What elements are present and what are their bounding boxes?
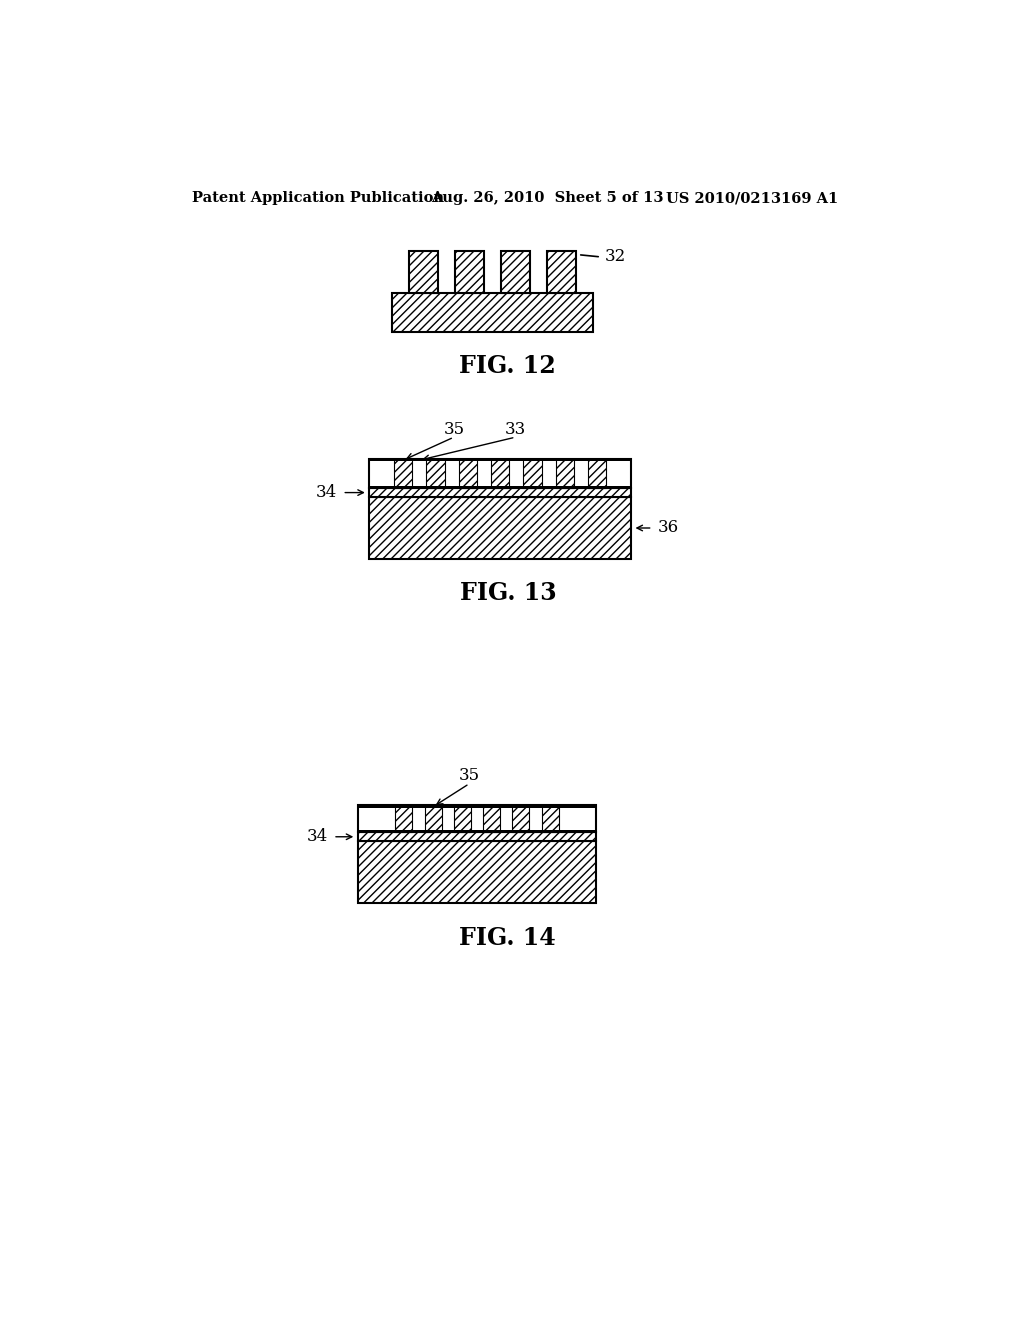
Text: Aug. 26, 2010  Sheet 5 of 13: Aug. 26, 2010 Sheet 5 of 13 [431,191,664,206]
Text: US 2010/0213169 A1: US 2010/0213169 A1 [666,191,838,206]
Bar [409,251,438,293]
Text: 33: 33 [505,421,526,438]
Bar [523,459,542,488]
Bar [370,459,631,488]
Bar [426,459,444,488]
Bar [547,251,577,293]
Bar [391,293,593,331]
Bar [556,459,574,488]
Text: FIG. 14: FIG. 14 [460,925,556,949]
Bar [394,459,413,488]
Bar [357,805,596,832]
Text: Patent Application Publication: Patent Application Publication [193,191,444,206]
Text: 35: 35 [443,421,465,438]
Bar [588,459,606,488]
Bar [512,805,529,832]
Bar [357,805,596,832]
Bar [370,486,631,488]
Bar [425,805,441,832]
Bar [501,251,530,293]
Text: 34: 34 [307,828,329,845]
Bar [490,459,509,488]
Bar [370,498,631,558]
Bar [357,841,596,903]
Bar [454,805,471,832]
Text: 32: 32 [605,248,626,265]
Bar [483,805,500,832]
Bar [395,805,413,832]
Text: FIG. 13: FIG. 13 [460,581,556,606]
Bar [370,488,631,498]
Text: FIG. 12: FIG. 12 [460,354,556,379]
Bar [370,459,631,461]
Bar [542,805,559,832]
Bar [455,251,484,293]
Text: 34: 34 [315,484,337,502]
Text: 35: 35 [459,767,480,784]
Bar [357,830,596,832]
Bar [370,459,631,488]
Text: 36: 36 [658,520,679,536]
Bar [357,805,596,808]
Bar [459,459,477,488]
Bar [357,832,596,841]
